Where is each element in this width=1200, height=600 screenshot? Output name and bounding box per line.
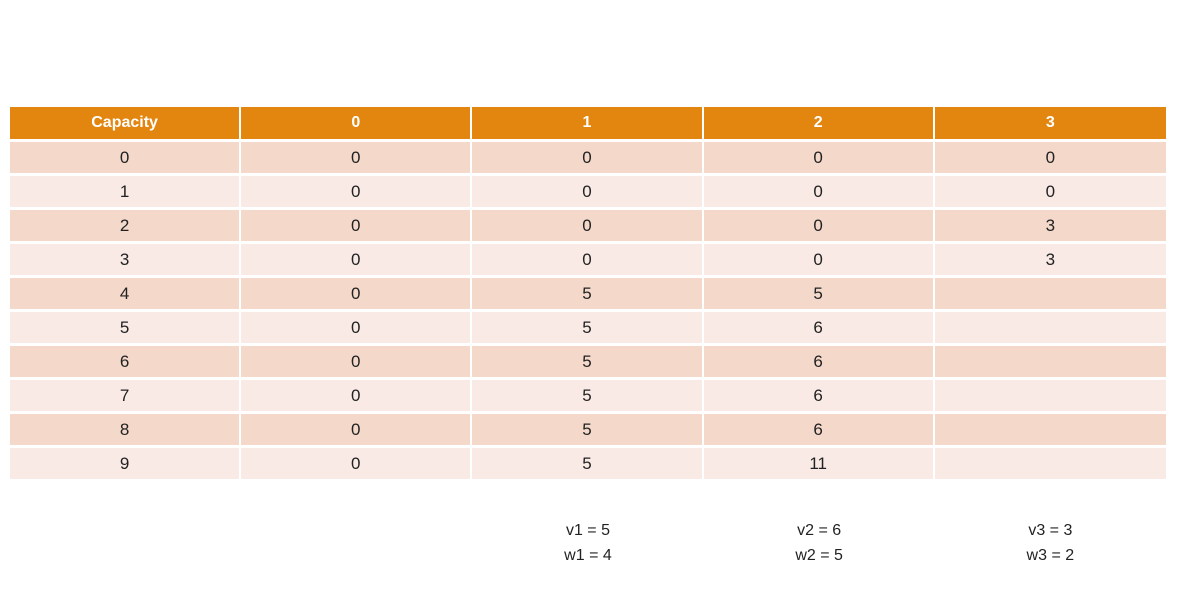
value-cell: 0: [241, 414, 473, 448]
capacity-cell: 1: [10, 176, 242, 210]
value-cell: 5: [472, 448, 704, 482]
value-cell: [934, 278, 1166, 312]
item1-annotation: v1 = 5 w1 = 4: [472, 518, 703, 568]
value-cell: 0: [472, 244, 704, 278]
header-item-2: 2: [703, 107, 935, 142]
value-cell: 0: [241, 210, 473, 244]
value-cell: 0: [703, 142, 935, 176]
value-cell: 0: [241, 312, 473, 346]
value-cell: 0: [241, 380, 473, 414]
header-item-3: 3: [934, 107, 1166, 142]
table-header-row: Capacity 0 1 2 3: [10, 107, 1166, 142]
value-cell: 0: [703, 176, 935, 210]
header-item-1: 1: [472, 107, 704, 142]
value-cell: [934, 448, 1166, 482]
value-cell: 0: [241, 346, 473, 380]
item3-annotation: v3 = 3 w3 = 2: [935, 518, 1166, 568]
capacity-cell: 2: [10, 210, 242, 244]
header-capacity: Capacity: [10, 107, 242, 142]
value-cell: 0: [472, 142, 704, 176]
value-cell: 6: [703, 414, 935, 448]
table-row: 9 0 5 11: [10, 448, 1166, 482]
value-cell: 5: [472, 414, 704, 448]
item1-value: v1 = 5: [565, 522, 610, 539]
value-cell: 0: [241, 244, 473, 278]
item1-weight: w1 = 4: [564, 547, 612, 564]
value-cell: [934, 380, 1166, 414]
value-cell: 5: [703, 278, 935, 312]
annotation-spacer-item0: [241, 518, 472, 568]
value-cell: 6: [703, 380, 935, 414]
capacity-cell: 5: [10, 312, 242, 346]
value-cell: 5: [472, 278, 704, 312]
item2-value: v2 = 6: [797, 522, 842, 539]
capacity-cell: 8: [10, 414, 242, 448]
value-cell: 6: [703, 346, 935, 380]
value-cell: 5: [472, 380, 704, 414]
item3-weight: w3 = 2: [1026, 547, 1075, 564]
value-cell: 0: [472, 210, 704, 244]
item3-value: v3 = 3: [1028, 522, 1073, 539]
value-cell: 0: [241, 278, 473, 312]
value-cell: 0: [241, 448, 473, 482]
value-cell: 0: [241, 142, 473, 176]
value-cell: 5: [472, 346, 704, 380]
capacity-cell: 7: [10, 380, 242, 414]
capacity-cell: 4: [10, 278, 242, 312]
value-cell: 3: [934, 210, 1166, 244]
capacity-cell: 0: [10, 142, 242, 176]
value-cell: 0: [703, 210, 935, 244]
item2-annotation: v2 = 6 w2 = 5: [704, 518, 935, 568]
capacity-cell: 6: [10, 346, 242, 380]
value-cell: 0: [472, 176, 704, 210]
item-annotations: v1 = 5 w1 = 4 v2 = 6 w2 = 5 v3 = 3 w3 = …: [10, 518, 1166, 568]
annotation-spacer-capacity: [10, 518, 241, 568]
value-cell: 0: [241, 176, 473, 210]
item2-weight: w2 = 5: [795, 547, 843, 564]
value-cell: [934, 312, 1166, 346]
value-cell: 0: [934, 176, 1166, 210]
value-cell: 6: [703, 312, 935, 346]
header-item-0: 0: [241, 107, 473, 142]
value-cell: 5: [472, 312, 704, 346]
value-cell: [934, 346, 1166, 380]
capacity-cell: 3: [10, 244, 242, 278]
value-cell: 11: [703, 448, 935, 482]
value-cell: 3: [934, 244, 1166, 278]
value-cell: 0: [703, 244, 935, 278]
value-cell: [934, 414, 1166, 448]
value-cell: 0: [934, 142, 1166, 176]
capacity-cell: 9: [10, 448, 242, 482]
